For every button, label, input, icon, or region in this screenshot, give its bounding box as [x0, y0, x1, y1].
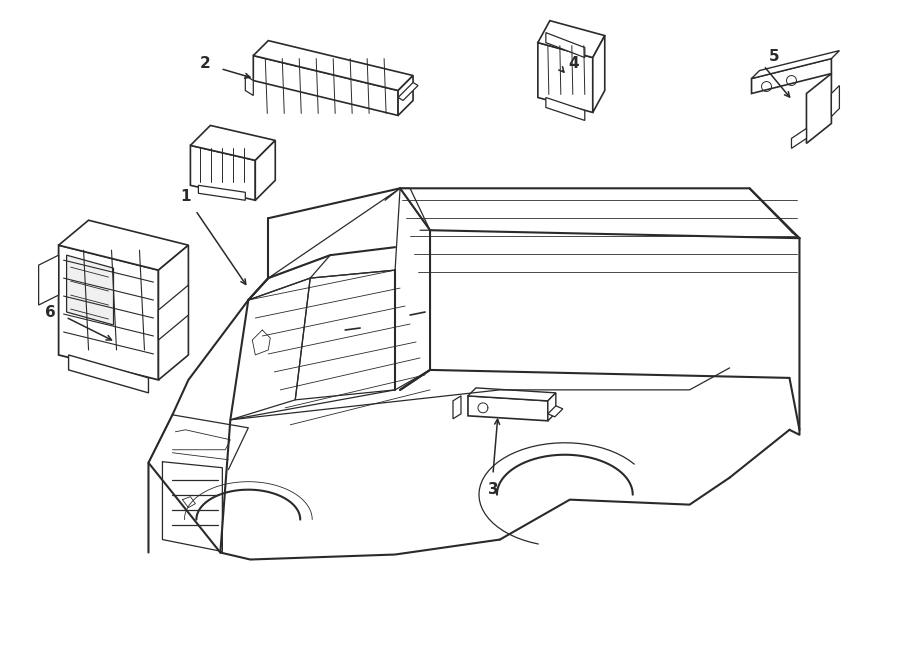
Polygon shape — [468, 396, 548, 421]
Polygon shape — [68, 355, 148, 393]
Polygon shape — [538, 20, 605, 58]
Polygon shape — [253, 56, 398, 116]
Polygon shape — [548, 406, 562, 417]
Polygon shape — [398, 83, 418, 100]
Polygon shape — [832, 85, 840, 116]
Polygon shape — [752, 59, 832, 93]
Text: 5: 5 — [770, 49, 779, 64]
Polygon shape — [398, 75, 413, 116]
Polygon shape — [538, 42, 593, 112]
Polygon shape — [806, 73, 832, 143]
Polygon shape — [453, 396, 461, 419]
Polygon shape — [593, 36, 605, 112]
Text: 1: 1 — [180, 189, 191, 204]
Polygon shape — [39, 255, 58, 305]
Polygon shape — [468, 388, 556, 401]
Polygon shape — [546, 32, 585, 58]
Polygon shape — [191, 145, 256, 200]
Polygon shape — [246, 75, 253, 95]
Polygon shape — [791, 128, 806, 148]
Polygon shape — [256, 140, 275, 200]
Polygon shape — [67, 255, 113, 325]
Polygon shape — [158, 245, 188, 380]
Text: 2: 2 — [200, 56, 211, 71]
Text: 6: 6 — [45, 305, 56, 319]
Polygon shape — [546, 97, 585, 120]
Polygon shape — [58, 245, 158, 380]
Polygon shape — [58, 220, 188, 270]
Text: 3: 3 — [488, 482, 499, 497]
Polygon shape — [191, 126, 275, 161]
Text: 4: 4 — [569, 56, 579, 71]
Polygon shape — [752, 51, 840, 79]
Polygon shape — [253, 40, 413, 91]
Polygon shape — [548, 393, 556, 421]
Polygon shape — [198, 185, 246, 200]
Polygon shape — [158, 285, 188, 340]
